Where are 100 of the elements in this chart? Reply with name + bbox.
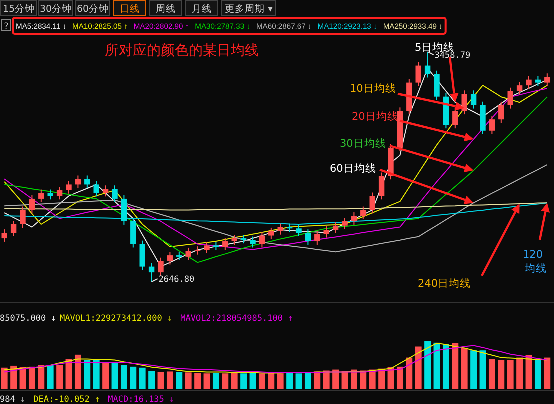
text: MAVOL2:218054985.100 ↑ bbox=[180, 314, 294, 324]
bar bbox=[480, 350, 486, 389]
bar bbox=[231, 373, 238, 389]
annotation: 所对应的颜色的某日均线 bbox=[105, 43, 259, 59]
bar bbox=[332, 370, 340, 389]
candlestick bbox=[112, 185, 118, 203]
annotation: 3458.79 bbox=[434, 51, 471, 61]
text: 15分钟 bbox=[2, 3, 36, 15]
bar bbox=[148, 371, 156, 389]
candlestick bbox=[121, 195, 128, 226]
candlestick bbox=[351, 212, 358, 226]
bar bbox=[314, 372, 321, 389]
bar bbox=[396, 366, 404, 389]
bar bbox=[194, 373, 202, 389]
candlestick bbox=[10, 220, 17, 237]
candlestick bbox=[314, 230, 320, 246]
annotation: 10日均线 bbox=[350, 82, 396, 95]
bar bbox=[47, 365, 54, 389]
candlestick bbox=[268, 227, 274, 240]
bar bbox=[10, 366, 18, 389]
bar bbox=[258, 374, 266, 389]
bar bbox=[185, 372, 192, 389]
candlestick bbox=[470, 90, 477, 110]
bar bbox=[296, 374, 302, 389]
bar bbox=[286, 373, 294, 389]
candlestick bbox=[535, 76, 542, 87]
candlestick bbox=[84, 175, 90, 189]
candlestick bbox=[452, 107, 458, 130]
candlestick bbox=[186, 247, 192, 261]
bar bbox=[166, 372, 174, 389]
bar bbox=[130, 366, 137, 389]
text: 85075.000 ↓ bbox=[0, 314, 56, 324]
candlestick bbox=[56, 186, 63, 200]
candlestick bbox=[250, 236, 256, 248]
candlestick bbox=[434, 70, 440, 101]
candlestick bbox=[130, 218, 136, 248]
candlestick bbox=[2, 229, 8, 242]
bar bbox=[250, 373, 256, 389]
text: 984 ↓ bbox=[0, 395, 26, 404]
bar bbox=[350, 370, 358, 389]
candlestick bbox=[462, 90, 468, 116]
bar bbox=[120, 365, 128, 389]
bar bbox=[268, 373, 275, 389]
bar bbox=[424, 341, 432, 389]
text: 月线 bbox=[192, 3, 212, 15]
text: ? bbox=[4, 22, 9, 32]
candlestick bbox=[29, 195, 36, 214]
text: 60分钟 bbox=[76, 3, 110, 15]
text: 周线 bbox=[156, 3, 176, 15]
bar bbox=[534, 360, 542, 389]
bar bbox=[516, 358, 524, 389]
candlestick bbox=[158, 257, 164, 277]
bar bbox=[139, 368, 146, 389]
text: 30分钟 bbox=[40, 3, 72, 15]
bar bbox=[102, 362, 110, 389]
bar bbox=[304, 372, 312, 389]
bar bbox=[498, 360, 505, 389]
candlestick bbox=[508, 87, 514, 110]
bar bbox=[176, 372, 183, 389]
text: MACD:16.135 ↓ bbox=[108, 395, 175, 404]
bar bbox=[84, 360, 91, 389]
bar bbox=[222, 374, 229, 389]
candlestick bbox=[370, 192, 376, 214]
bar bbox=[28, 366, 36, 389]
bar bbox=[277, 374, 284, 389]
annotation: 2646.80 bbox=[158, 275, 195, 285]
candlestick bbox=[66, 180, 72, 194]
bar bbox=[240, 374, 248, 389]
candlestick bbox=[278, 223, 284, 236]
candlestick bbox=[148, 262, 155, 282]
candlestick bbox=[38, 189, 44, 203]
candlestick bbox=[544, 73, 550, 87]
candlestick bbox=[232, 234, 238, 246]
text: 更多周期 ▾ bbox=[225, 3, 274, 15]
candlestick bbox=[498, 101, 504, 124]
bar bbox=[158, 372, 164, 389]
candlestick bbox=[424, 52, 431, 78]
text: DEA:-10.052 ↑ bbox=[34, 395, 100, 404]
bar bbox=[470, 350, 478, 389]
bar bbox=[544, 358, 551, 389]
candlestick bbox=[296, 224, 302, 237]
annotation: 240日均线 bbox=[418, 277, 472, 290]
candlestick bbox=[94, 180, 100, 198]
annotation: 30日均线 bbox=[340, 137, 386, 150]
candlestick bbox=[140, 240, 146, 271]
candlestick bbox=[75, 175, 82, 189]
bar bbox=[56, 365, 64, 389]
bar bbox=[74, 354, 82, 389]
bar bbox=[461, 348, 468, 389]
bar bbox=[452, 343, 459, 389]
candlestick bbox=[20, 206, 26, 228]
annotation: 60日均线 bbox=[330, 162, 376, 175]
candlestick bbox=[360, 206, 366, 220]
bar bbox=[323, 370, 330, 389]
candlestick bbox=[324, 226, 330, 238]
annotation: 120 均线 bbox=[523, 249, 547, 275]
candlestick bbox=[259, 232, 266, 248]
bar bbox=[415, 346, 422, 389]
candlestick bbox=[416, 62, 422, 87]
candlestick bbox=[48, 189, 54, 200]
